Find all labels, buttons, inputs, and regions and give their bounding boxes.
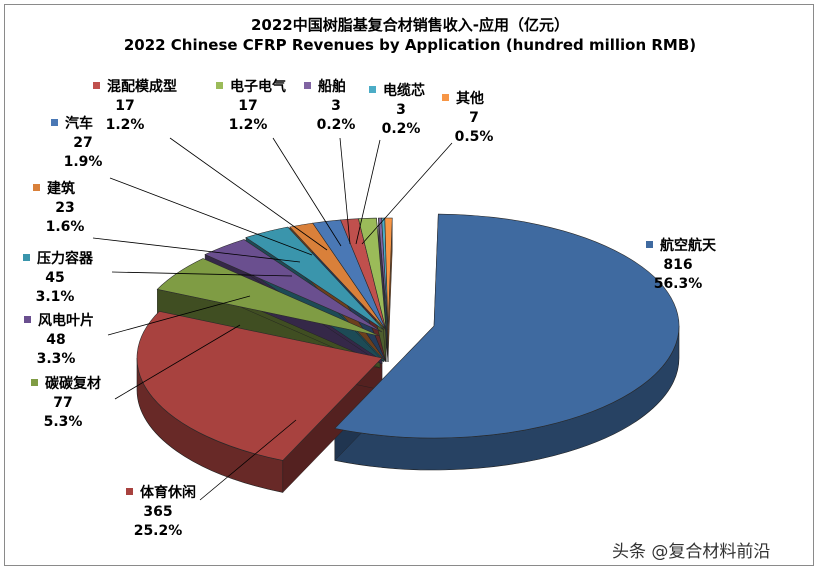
slice-label-percent-1: 25.2% [134,523,183,539]
slice-label-percent-10: 0.2% [382,121,421,137]
slice-label-name-2: 碳碳复材 [45,375,101,392]
leader-line-2 [114,324,241,400]
slice-label-percent-3: 3.3% [37,351,76,367]
legend-key-3 [24,316,31,323]
chart-title: 2022中国树脂基复合材销售收入-应用（亿元） [251,16,569,34]
slice-label-percent-4: 3.1% [36,289,75,305]
slice-4 [245,226,385,331]
slice-label-percent-5: 1.6% [46,219,85,235]
slice-label-value-2: 77 [53,395,72,411]
legend-key-4 [23,254,30,261]
legend-key-8 [216,82,223,89]
legend-key-10 [369,86,376,93]
slice-3 [204,239,383,333]
legend-key-11 [442,94,449,101]
slice-label-percent-2: 5.3% [44,414,83,430]
slice-label-name-6: 汽车 [65,115,93,132]
slice-label-percent-0: 56.3% [654,276,703,292]
legend-key-7 [93,82,100,89]
slice-label-value-3: 48 [46,332,65,348]
leader-line-6 [109,177,313,256]
slice-1 [136,311,383,461]
watermark: 头条 @复合材料前沿 [612,542,771,562]
slice-label-value-1: 365 [143,504,172,520]
slice-label-value-11: 7 [469,110,479,126]
slice-labels: 航空航天 816 56.3% 体育休闲 365 25.2% 碳碳复材 77 5.3% 风电叶片 48… [23,78,717,539]
slice-label-value-10: 3 [396,102,406,118]
slice-label-percent-11: 0.5% [455,129,494,145]
leader-line-10 [355,139,381,245]
slice-label-name-8: 电子电气 [230,78,286,95]
leader-line-4 [111,271,293,277]
slice-label-value-4: 45 [45,270,64,286]
slice-label-name-1: 体育休闲 [140,484,196,501]
slice-label-name-10: 电缆芯 [383,82,425,99]
leader-line-9 [339,137,351,245]
leader-line-8 [272,137,342,247]
leader-line-11 [361,142,453,245]
slice-label-name-3: 风电叶片 [38,312,94,329]
leader-line-1 [199,419,297,501]
leader-line-7 [169,137,328,251]
slice-label-percent-9: 0.2% [317,117,356,133]
legend-key-2 [31,379,38,386]
slice-label-value-0: 816 [663,257,692,273]
slice-label-value-6: 27 [73,135,92,151]
slice-0 [334,213,680,439]
legend-key-0 [646,241,653,248]
chart-frame [4,4,814,566]
leader-line-5 [92,237,301,263]
slice-label-name-0: 航空航天 [660,237,717,254]
slice-label-percent-8: 1.2% [229,117,268,133]
slice-label-percent-7: 1.2% [106,117,145,133]
slice-label-name-4: 压力容器 [37,250,94,267]
leader-line-3 [107,295,251,336]
slice-8 [358,217,387,331]
slice-label-name-9: 船舶 [318,78,346,95]
slice-label-percent-6: 1.9% [64,154,103,170]
legend-key-5 [33,184,40,191]
slice-label-value-8: 17 [238,98,257,114]
legend-key-6 [51,119,58,126]
legend-key-9 [304,82,311,89]
legend-key-1 [126,488,133,495]
slice-label-value-5: 23 [55,200,74,216]
slice-label-name-5: 建筑 [47,180,75,197]
pie-tops [136,213,680,461]
slice-label-name-11: 其他 [456,90,484,107]
slice-label-value-9: 3 [331,98,341,114]
slice-label-name-7: 混配模成型 [107,78,177,95]
chart-subtitle: 2022 Chinese CFRP Revenues by Applicatio… [123,36,697,54]
slice-label-value-7: 17 [115,98,134,114]
